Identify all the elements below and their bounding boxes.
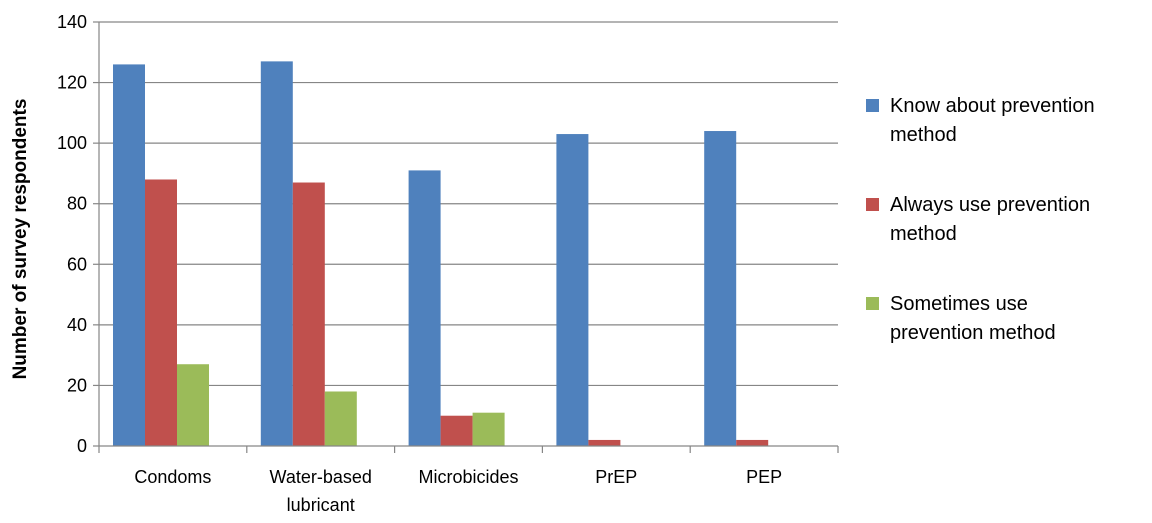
y-tick-label: 20 [67, 375, 87, 395]
bar-1-5 [704, 131, 737, 446]
legend: Know about prevention method Always use pr… [866, 95, 1095, 344]
legend-item-2: Always use prevention method [866, 194, 1090, 245]
y-tick-label: 0 [77, 436, 87, 456]
x-tick-label: PrEP [595, 467, 637, 487]
x-tick-label: Water-based lubricant [270, 467, 372, 515]
y-tick-label: 60 [67, 254, 87, 274]
bar-3-2 [324, 391, 357, 446]
bar-3-3 [472, 412, 505, 446]
y-tick-label: 140 [57, 12, 87, 32]
x-tick-label: Condoms [134, 467, 211, 487]
bar-1-4 [556, 134, 589, 447]
bar-3-1 [177, 364, 209, 446]
bar-1-1 [113, 64, 145, 447]
bar-2-1 [145, 179, 177, 446]
y-tick-label: 100 [57, 133, 87, 153]
legend-swatch [866, 99, 879, 112]
legend-swatch [866, 198, 879, 211]
legend-label: Always use prevention method [890, 194, 1090, 245]
axes [93, 21, 839, 453]
bar-2-3 [440, 415, 473, 446]
legend-label: Know about prevention method [890, 95, 1095, 146]
gridlines [99, 21, 838, 387]
bar-1-2 [260, 61, 293, 446]
bars [113, 61, 769, 447]
legend-swatch [866, 297, 879, 310]
y-tick-labels: 0 20 40 60 80 100 120 140 [57, 12, 87, 456]
legend-item-3: Sometimes use prevention method [866, 293, 1056, 344]
y-tick-label: 40 [67, 315, 87, 335]
bar-1-3 [408, 170, 441, 446]
bar-2-4 [588, 439, 621, 446]
x-tick-label: PEP [746, 467, 782, 487]
y-tick-label: 80 [67, 194, 87, 214]
legend-item-1: Know about prevention method [866, 95, 1095, 146]
bar-2-2 [292, 182, 325, 446]
legend-label: Sometimes use prevention method [890, 293, 1056, 344]
bar-2-5 [736, 439, 769, 446]
y-axis-title: Number of survey respondents [10, 99, 31, 380]
x-tick-labels: Condoms Water-based lubricant Microbicides P… [134, 467, 782, 515]
y-tick-label: 120 [57, 73, 87, 93]
x-tick-label: Microbicides [418, 467, 518, 487]
